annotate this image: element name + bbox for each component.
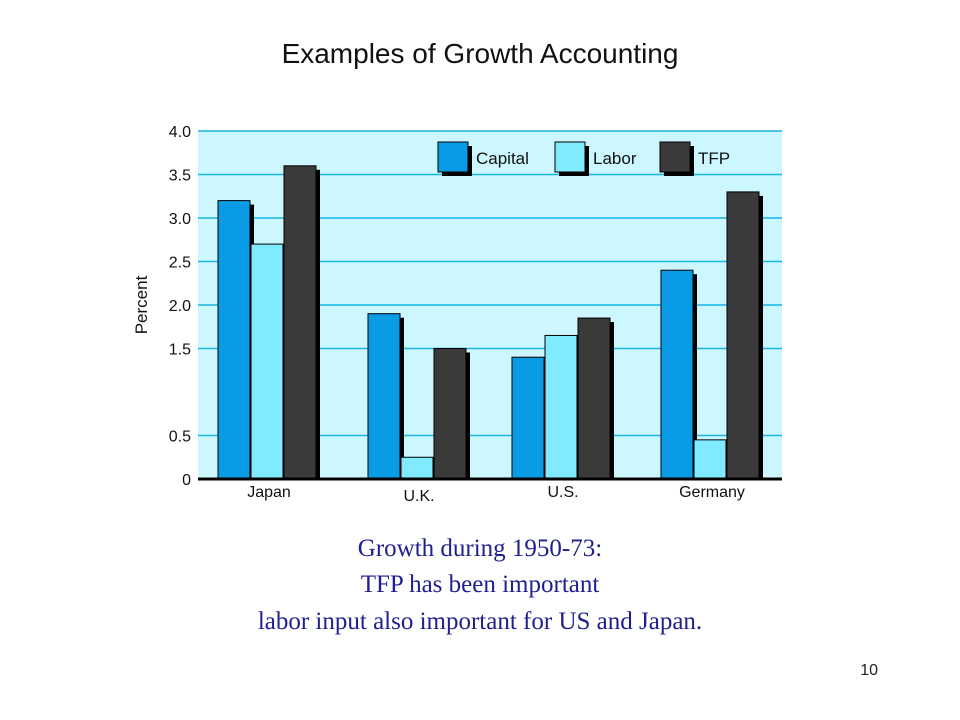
legend-swatch-capital [437,141,469,173]
bar-capital-germany [660,269,694,480]
y-tick-label: 3.5 [169,168,191,185]
bar-capital-us [511,356,545,480]
legend-label-capital: Capital [476,149,529,168]
caption-line-2: TFP has been important [360,571,600,598]
y-tick-label: 2.0 [169,298,191,315]
slide-title: Examples of Growth Accounting [281,38,679,69]
bar-labor-germany [693,439,727,480]
bar-labor-japan [250,243,284,480]
x-category-label: Japan [247,484,291,501]
y-tick-label: 3.0 [169,211,191,228]
y-axis-label: Percent [132,275,151,334]
caption-line-3: labor input also important for US and Ja… [257,608,703,635]
bar-tfp-uk [433,348,467,480]
bar-capital-uk [367,313,401,480]
bar-tfp-us [577,317,611,480]
legend-swatch-labor [554,141,586,173]
legend-label-labor: Labor [593,149,637,168]
y-tick-label: 0 [182,472,191,489]
legend-label-tfp: TFP [698,149,730,168]
y-tick-label: 1.5 [169,342,191,359]
bar-capital-japan [217,200,251,480]
y-tick-label: 2.5 [169,255,191,272]
legend-swatch-tfp [659,141,691,173]
bar-tfp-germany [726,191,760,480]
x-category-label: Germany [679,484,745,501]
x-category-label: U.S. [547,484,578,501]
bar-labor-us [544,334,578,480]
slide-number: 10 [860,662,878,679]
bar-labor-uk [400,456,434,480]
caption-line-1: Growth during 1950-73: [357,535,603,562]
y-tick-label: 4.0 [169,124,191,141]
x-category-label: U.K. [403,488,434,505]
bar-tfp-japan [283,165,317,480]
y-tick-label: 0.5 [169,429,191,446]
